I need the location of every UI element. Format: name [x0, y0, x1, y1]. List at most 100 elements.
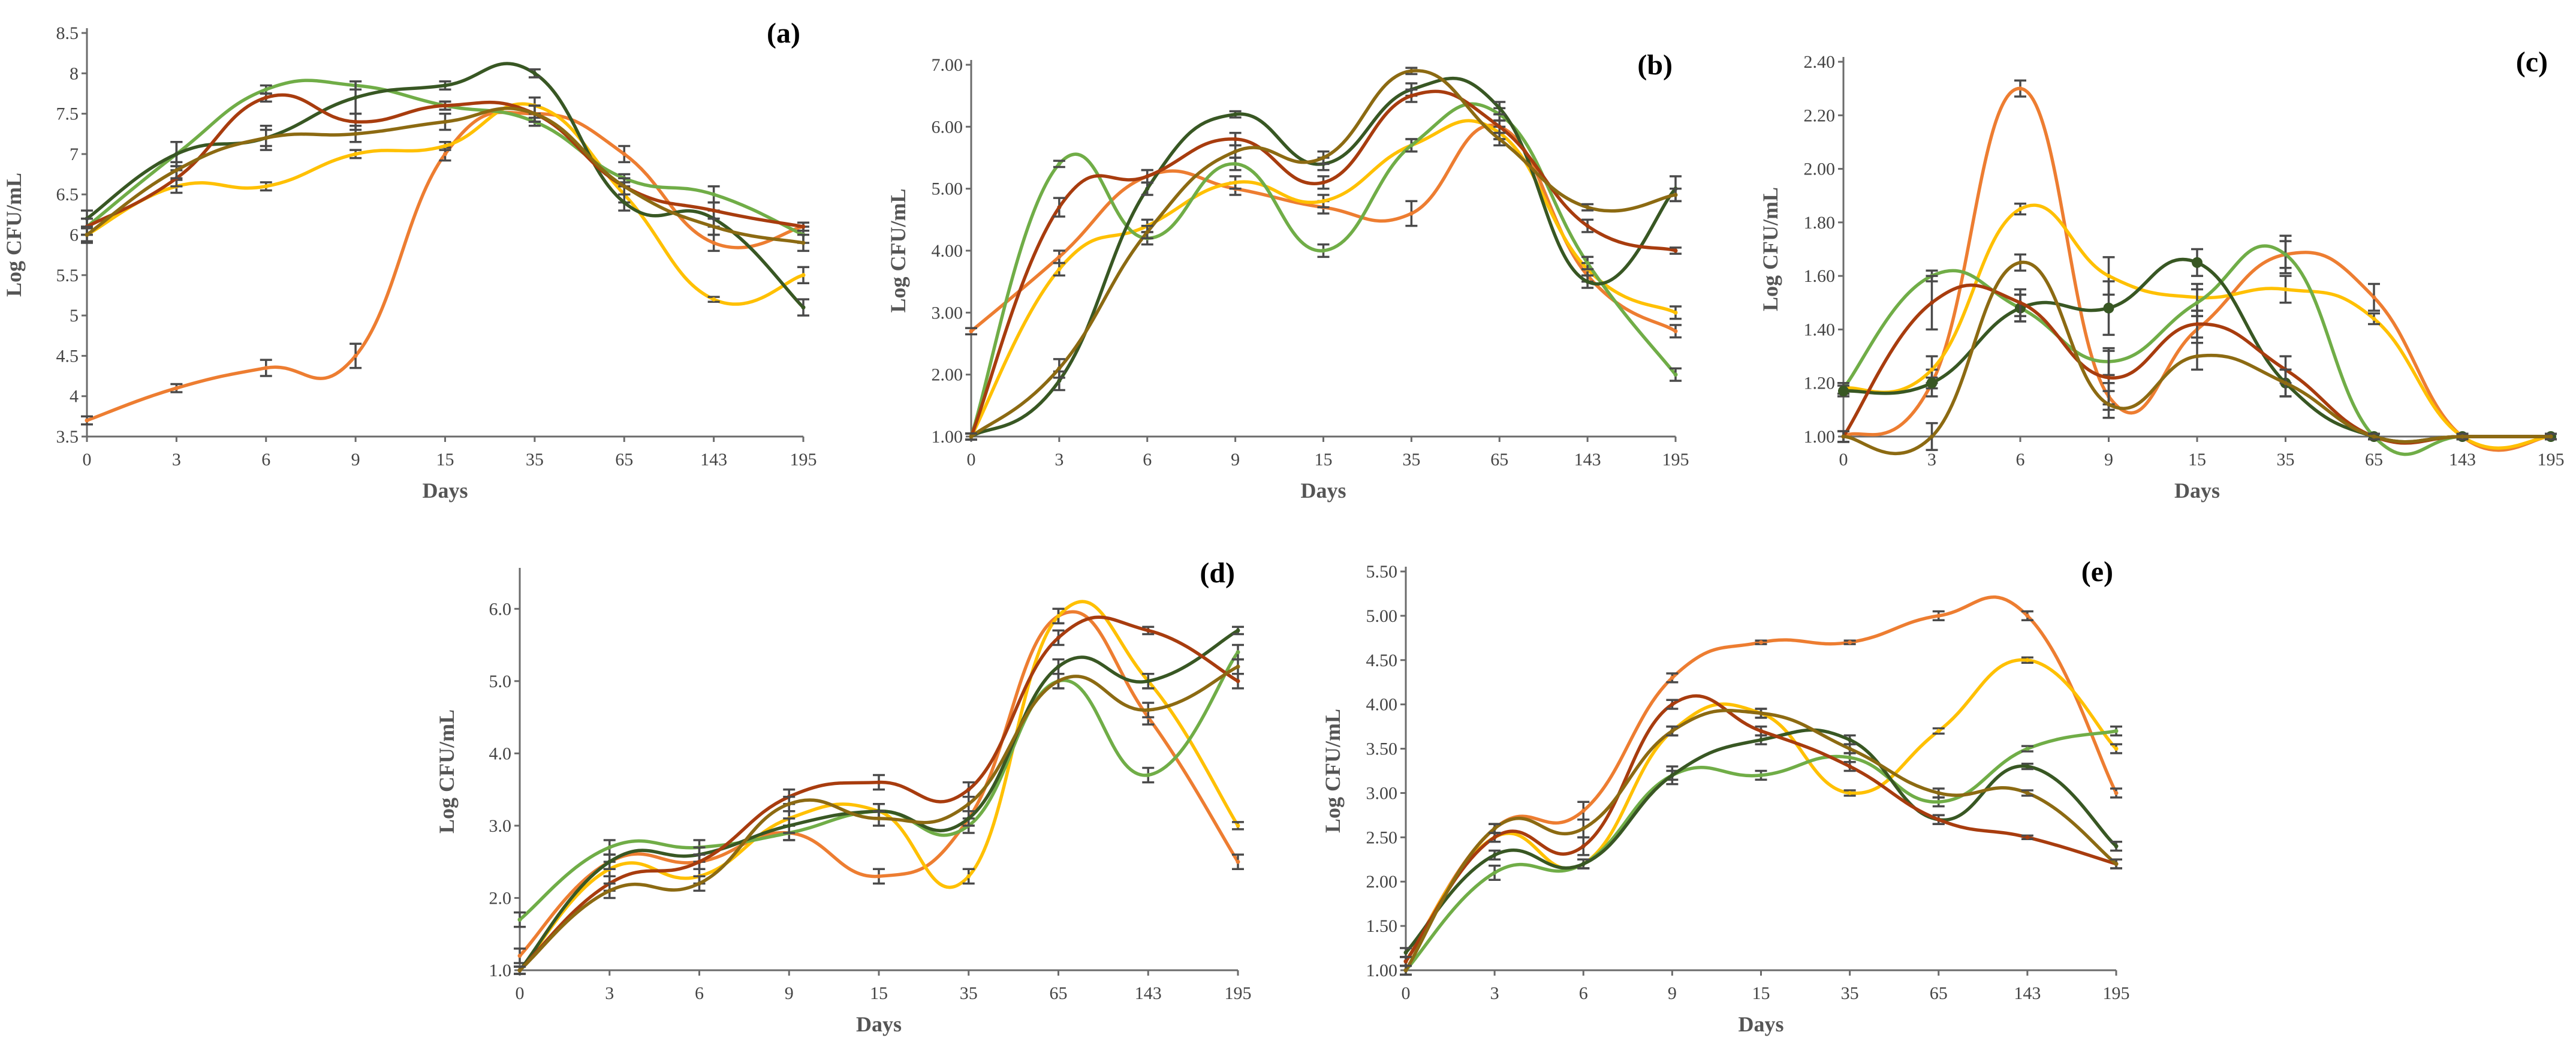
data-point	[1930, 367, 1934, 372]
series-olive	[1400, 708, 2122, 976]
data-point	[2548, 434, 2553, 439]
y-tick-label: 2.00	[1804, 160, 1836, 179]
data-point	[1233, 161, 1238, 166]
data-point	[1585, 205, 1590, 210]
data-point	[1585, 279, 1590, 284]
series-line-olive	[1404, 709, 2118, 972]
data-point	[1673, 372, 1678, 377]
x-tick-label: 3	[1927, 450, 1936, 470]
data-point	[2114, 729, 2119, 733]
data-point	[1146, 628, 1150, 633]
y-tick-label: 3.00	[1366, 783, 1398, 803]
data-point	[2025, 747, 2030, 751]
y-tick-label: 7.5	[56, 104, 79, 124]
data-point	[1056, 679, 1060, 684]
data-point	[2018, 86, 2023, 91]
data-point	[2025, 764, 2030, 769]
data-point	[1838, 386, 1849, 397]
y-tick-label: 2.00	[932, 365, 963, 385]
data-point	[443, 143, 447, 148]
y-axis-title: Log CFU/mL	[886, 189, 910, 313]
y-tick-label: 2.00	[1366, 872, 1398, 892]
data-point	[1581, 826, 1586, 831]
y-tick-label: 6.00	[932, 117, 963, 137]
data-point	[2372, 295, 2376, 300]
x-axis-title: Days	[1300, 479, 1346, 503]
data-point	[85, 233, 89, 237]
data-point	[622, 200, 626, 205]
x-axis-title: Days	[2174, 479, 2220, 503]
data-point	[712, 192, 716, 197]
x-tick-label: 35	[1402, 450, 1420, 470]
y-tick-label: 1.20	[1804, 374, 1836, 393]
series-line-yellow	[518, 600, 1240, 972]
data-point	[264, 95, 269, 100]
panel-label: (a)	[767, 17, 800, 49]
data-point	[801, 224, 806, 229]
data-point	[2107, 402, 2111, 407]
x-tick-label: 9	[1231, 450, 1240, 470]
data-point	[2114, 862, 2119, 867]
data-point	[353, 353, 358, 358]
data-point	[1236, 628, 1240, 633]
data-point	[174, 152, 179, 157]
data-point	[1581, 808, 1586, 813]
data-point	[1146, 708, 1150, 712]
data-point	[2018, 260, 2023, 265]
x-tick-label: 0	[1402, 983, 1411, 1003]
x-tick-label: 35	[1841, 983, 1859, 1003]
y-tick-label: 2.20	[1804, 106, 1836, 125]
y-tick-label: 2.50	[1366, 828, 1398, 847]
data-point	[1673, 192, 1678, 197]
data-point	[1497, 137, 1502, 142]
data-point	[622, 184, 626, 189]
series-line-yellow	[1842, 203, 2553, 450]
data-point	[1585, 224, 1590, 228]
data-point	[1936, 799, 1941, 804]
x-tick-label: 9	[1668, 983, 1677, 1003]
data-point	[1057, 161, 1062, 166]
x-tick-label: 6	[2016, 450, 2025, 470]
data-point	[712, 208, 716, 213]
data-point	[712, 240, 716, 245]
data-point	[1848, 755, 1852, 760]
data-point	[1403, 950, 1408, 955]
data-point	[2025, 835, 2030, 840]
x-tick-label: 65	[615, 450, 633, 470]
series-olive	[81, 104, 809, 252]
series-line-darkred	[1404, 694, 2118, 963]
data-point	[712, 224, 716, 229]
data-point	[1936, 817, 1941, 822]
data-point	[1233, 112, 1238, 117]
data-point	[607, 888, 612, 893]
x-tick-label: 65	[1050, 983, 1068, 1003]
data-point	[85, 418, 89, 423]
x-tick-label: 9	[351, 450, 360, 470]
y-tick-label: 1.80	[1804, 213, 1836, 233]
data-point	[517, 953, 522, 958]
x-tick-label: 195	[1225, 983, 1252, 1003]
data-point	[1848, 790, 1852, 795]
x-tick-label: 65	[1490, 450, 1508, 470]
x-tick-label: 35	[526, 450, 544, 470]
data-point	[264, 87, 269, 92]
data-point	[532, 112, 537, 116]
chart-panel-e: 1.00 1.50 2.00 2.50 3.00 3.50 4.00 4.50 5.00 5.50…	[1321, 556, 2130, 1036]
y-tick-label: 5.00	[932, 179, 963, 199]
series-olive	[514, 658, 1244, 975]
data-point	[1321, 248, 1325, 253]
series-line-olive	[1842, 261, 2553, 456]
data-point	[2283, 381, 2288, 386]
y-tick-label: 1.0	[489, 961, 512, 980]
data-point	[607, 845, 612, 850]
x-tick-label: 15	[2188, 450, 2206, 470]
y-tick-label: 5.5	[56, 266, 79, 285]
y-axis-title: Log CFU/mL	[435, 709, 459, 834]
data-point	[1670, 675, 1674, 680]
data-point	[787, 802, 791, 807]
data-point	[1497, 124, 1502, 129]
data-point	[1497, 106, 1502, 110]
data-point	[1936, 790, 1941, 795]
data-point	[353, 119, 358, 124]
data-point	[1759, 773, 1763, 778]
